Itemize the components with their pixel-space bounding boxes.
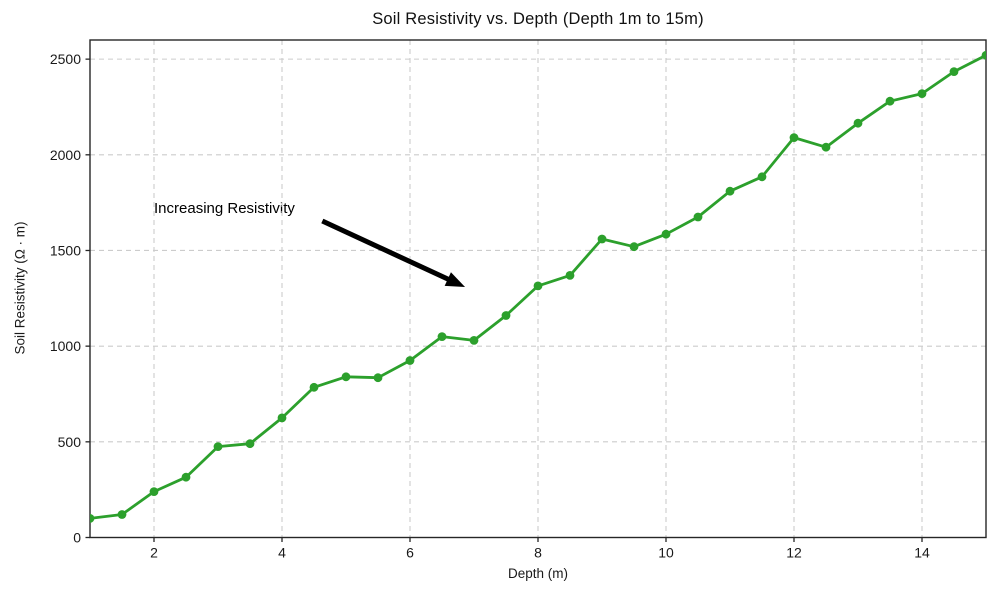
data-point-marker bbox=[469, 336, 479, 345]
annotation-label: Increasing Resistivity bbox=[154, 199, 295, 217]
data-point-marker bbox=[437, 332, 447, 341]
chart-title: Soil Resistivity vs. Depth (Depth 1m to … bbox=[372, 10, 704, 28]
data-point-marker bbox=[661, 229, 671, 239]
data-point-marker bbox=[309, 382, 319, 392]
data-point-marker bbox=[981, 50, 986, 60]
data-point-marker bbox=[885, 96, 895, 106]
data-point-marker bbox=[149, 487, 159, 496]
data-point-marker bbox=[533, 281, 543, 291]
y-tick-label: 1500 bbox=[50, 242, 81, 258]
x-tick-label: 2 bbox=[150, 545, 158, 561]
data-point-marker bbox=[565, 271, 575, 280]
data-point-marker bbox=[629, 242, 639, 252]
y-tick-label: 2500 bbox=[50, 51, 81, 67]
x-tick-label: 8 bbox=[534, 545, 542, 561]
data-point-marker bbox=[821, 142, 831, 152]
annotation-arrow-shaft bbox=[321, 218, 451, 283]
data-point-marker bbox=[90, 514, 95, 523]
data-point-marker bbox=[213, 442, 223, 451]
x-tick-label: 14 bbox=[914, 545, 930, 561]
data-point-marker bbox=[917, 89, 927, 98]
x-tick-label: 10 bbox=[658, 545, 674, 561]
annotation-arrow-head bbox=[444, 272, 466, 288]
data-point-marker bbox=[117, 510, 127, 519]
data-point-marker bbox=[341, 372, 351, 382]
data-point-marker bbox=[853, 118, 863, 128]
x-tick-label: 6 bbox=[406, 545, 414, 561]
data-point-marker bbox=[245, 439, 255, 449]
data-point-marker bbox=[757, 172, 767, 182]
data-point-marker bbox=[501, 311, 511, 320]
data-point-marker bbox=[373, 373, 383, 383]
x-axis-label: Depth (m) bbox=[507, 566, 568, 581]
y-tick-label: 1000 bbox=[50, 338, 81, 354]
data-point-marker bbox=[597, 234, 607, 244]
series-soil-resistivity bbox=[90, 50, 986, 523]
data-point-marker bbox=[405, 356, 415, 365]
y-tick-label: 2000 bbox=[50, 147, 81, 163]
data-point-marker bbox=[277, 413, 287, 423]
x-tick-label: 4 bbox=[278, 545, 286, 561]
y-tick-label: 500 bbox=[58, 434, 82, 450]
data-point-marker bbox=[693, 212, 703, 222]
data-point-marker bbox=[949, 67, 959, 76]
data-point-marker bbox=[725, 186, 735, 196]
y-tick-label: 0 bbox=[73, 530, 81, 546]
data-point-marker bbox=[181, 472, 191, 482]
x-tick-label: 12 bbox=[786, 545, 802, 561]
data-point-marker bbox=[789, 133, 799, 143]
